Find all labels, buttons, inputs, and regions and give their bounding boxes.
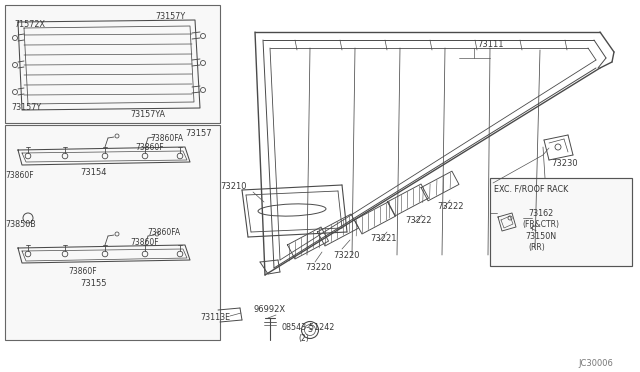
Text: 73150N: 73150N <box>525 231 556 241</box>
Text: 73230: 73230 <box>551 158 578 167</box>
Text: S: S <box>308 326 312 334</box>
Text: 08543-51242: 08543-51242 <box>281 323 334 331</box>
Text: (RR): (RR) <box>528 243 545 251</box>
Text: 73860F: 73860F <box>68 267 97 276</box>
Text: 73860FA: 73860FA <box>147 228 180 237</box>
Text: 73157YA: 73157YA <box>130 109 165 119</box>
Text: 73220: 73220 <box>333 250 360 260</box>
Text: 73222: 73222 <box>437 202 463 211</box>
Text: (FR&CTR): (FR&CTR) <box>522 219 559 228</box>
Text: 96992X: 96992X <box>253 305 285 314</box>
Text: 73221: 73221 <box>370 234 397 243</box>
Text: 73860FA: 73860FA <box>150 134 183 142</box>
Text: EXC. F/ROOF RACK: EXC. F/ROOF RACK <box>494 185 568 193</box>
Text: 71572X: 71572X <box>14 19 45 29</box>
Text: 73157Y: 73157Y <box>155 12 185 20</box>
Text: JC30006: JC30006 <box>578 359 613 368</box>
Text: 73162: 73162 <box>528 208 553 218</box>
Bar <box>490 178 632 266</box>
Text: 73113E: 73113E <box>200 314 230 323</box>
Bar <box>5 125 220 340</box>
Text: 73210: 73210 <box>220 182 246 190</box>
Text: 73111: 73111 <box>477 39 504 48</box>
Text: 73222: 73222 <box>405 215 431 224</box>
Bar <box>5 5 220 123</box>
Text: 73155: 73155 <box>80 279 106 289</box>
Text: 73850B: 73850B <box>5 219 36 228</box>
Text: 73860F: 73860F <box>135 142 164 151</box>
Text: 73860F: 73860F <box>5 170 34 180</box>
Text: 73157: 73157 <box>185 128 212 138</box>
Text: 73220: 73220 <box>305 263 332 273</box>
Text: 73154: 73154 <box>80 167 106 176</box>
Text: 73157Y: 73157Y <box>11 103 41 112</box>
Text: (2): (2) <box>298 334 308 343</box>
Text: 73860F: 73860F <box>130 237 159 247</box>
